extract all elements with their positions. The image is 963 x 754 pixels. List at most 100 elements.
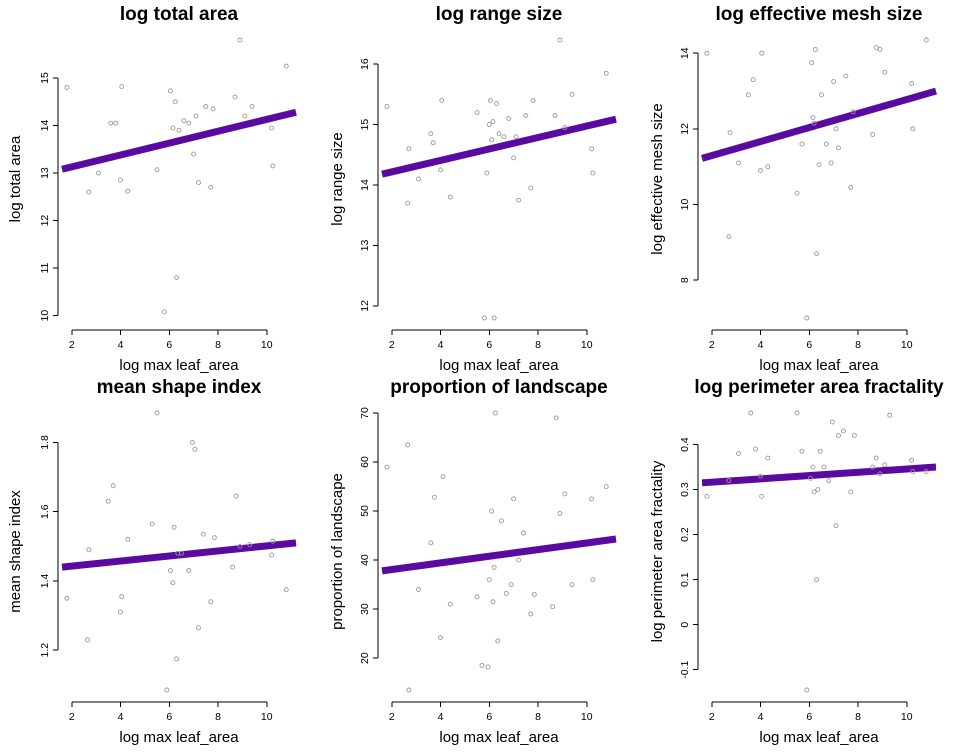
y-tick-label: 0.3 (679, 482, 691, 497)
y-tick-label: 60 (359, 456, 371, 468)
x-tick-label: 10 (261, 339, 273, 351)
data-point (249, 104, 255, 109)
y-tick-label: 12 (359, 300, 371, 312)
data-point (168, 88, 173, 94)
data-point (484, 170, 490, 176)
x-tick-label: 10 (581, 711, 593, 723)
data-point (247, 542, 253, 548)
y-tick-label: 1.2 (39, 643, 51, 658)
data-point (804, 315, 810, 321)
data-point (848, 489, 854, 495)
data-point (96, 170, 102, 176)
x-tick-label: 4 (118, 339, 124, 351)
data-point (809, 60, 815, 66)
data-point (172, 99, 178, 105)
data-point (870, 464, 876, 470)
data-point (816, 162, 822, 168)
data-point (758, 168, 763, 173)
data-point (877, 47, 883, 52)
data-point (506, 116, 512, 122)
y-tick-label: 10 (679, 199, 691, 211)
y-tick-label: 0.4 (679, 437, 691, 452)
data-point (176, 127, 182, 133)
data-point (200, 531, 206, 537)
x-tick-label: 2 (389, 339, 395, 351)
panel-title: log total area (120, 4, 239, 25)
y-tick-label: 14 (359, 179, 371, 191)
data-point (553, 415, 559, 421)
data-point (531, 591, 537, 597)
data-point (814, 577, 820, 583)
data-point (704, 493, 710, 499)
x-tick-label: 8 (535, 711, 541, 723)
data-point (494, 101, 500, 106)
data-point (513, 134, 519, 140)
data-point (486, 122, 492, 128)
regression-line (701, 463, 937, 487)
data-point (799, 448, 805, 454)
y-tick-label: 16 (359, 58, 371, 70)
data-point (589, 496, 595, 502)
data-point (108, 120, 114, 126)
data-point (118, 177, 123, 183)
data-point (485, 664, 491, 670)
data-point (119, 84, 125, 90)
y-tick-label: 15 (39, 72, 51, 84)
data-point (909, 457, 915, 463)
data-point (170, 580, 176, 586)
data-point (836, 145, 841, 151)
data-point (804, 687, 810, 693)
data-point (178, 550, 184, 556)
data-point (496, 131, 502, 137)
data-point (492, 410, 498, 416)
x-tick-label: 2 (69, 711, 75, 723)
x-tick-label: 4 (118, 711, 124, 723)
data-point (523, 113, 529, 118)
x-tick-label: 10 (261, 711, 273, 723)
y-tick-label: 14 (39, 120, 51, 132)
data-point (603, 70, 609, 76)
x-tick-label: 4 (758, 339, 764, 351)
x-axis-label: log max leaf_area (119, 729, 239, 746)
data-point (405, 442, 411, 448)
data-point (745, 92, 751, 98)
x-tick-label: 6 (166, 339, 172, 351)
data-point (727, 130, 733, 136)
data-point (118, 609, 123, 615)
data-point (491, 315, 497, 321)
data-point (270, 538, 276, 544)
data-point (447, 194, 453, 200)
data-point (528, 185, 534, 191)
x-tick-label: 2 (69, 339, 75, 351)
data-point (562, 491, 568, 497)
data-point (447, 601, 453, 607)
data-point (438, 635, 443, 640)
data-point (210, 106, 216, 112)
data-point (562, 125, 568, 131)
scatter-panel-5: proportion of landscape 2 4 6 8 10 20 30 40 50 60 7… (329, 377, 617, 746)
data-point (511, 496, 517, 502)
data-point (753, 446, 759, 452)
data-point (550, 604, 556, 610)
data-point (508, 582, 514, 588)
data-point (873, 455, 879, 461)
data-point (569, 582, 575, 588)
data-point (823, 141, 829, 147)
data-point (208, 184, 214, 190)
data-point (808, 475, 813, 481)
data-point (882, 462, 888, 468)
data-point (569, 91, 575, 97)
data-point (189, 439, 195, 445)
data-point (174, 275, 180, 281)
data-point (196, 180, 201, 186)
data-point (486, 577, 492, 583)
data-point (840, 428, 846, 434)
data-point (113, 120, 119, 126)
data-point (815, 487, 821, 493)
data-point (765, 455, 771, 461)
y-axis-label: log effective mesh size (649, 103, 666, 254)
data-point (758, 473, 763, 479)
data-point (520, 530, 526, 536)
data-point (431, 494, 437, 500)
